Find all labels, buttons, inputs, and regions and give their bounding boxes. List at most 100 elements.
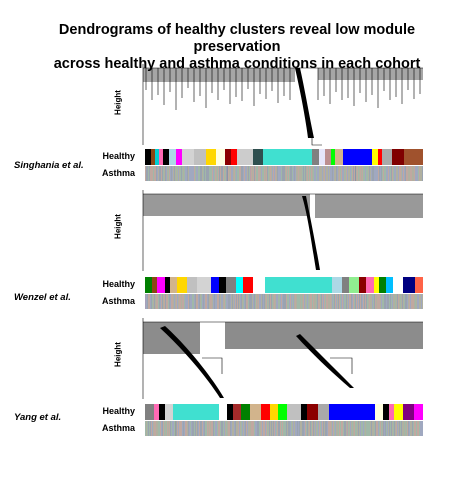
asthma-stripe (420, 166, 421, 181)
asthma-color-stripes (145, 421, 423, 436)
asthma-stripe (350, 421, 351, 436)
asthma-stripe (375, 166, 376, 181)
asthma-stripe (418, 166, 419, 181)
asthma-stripe (417, 421, 418, 436)
asthma-stripe (417, 294, 418, 309)
asthma-stripe (197, 166, 198, 181)
asthma-stripe (200, 294, 201, 309)
asthma-stripe (185, 166, 186, 181)
asthma-stripe (221, 166, 222, 181)
asthma-stripe (294, 166, 295, 181)
asthma-stripe (182, 421, 183, 436)
asthma-stripe (346, 294, 347, 309)
module-color-segment (388, 404, 395, 420)
asthma-stripe (379, 294, 380, 309)
asthma-stripe (320, 294, 321, 309)
asthma-stripe (339, 294, 340, 309)
asthma-stripe (165, 294, 166, 309)
asthma-stripe (152, 421, 153, 436)
module-color-segment (403, 277, 416, 293)
asthma-stripe (376, 166, 377, 181)
asthma-stripe (174, 421, 175, 436)
asthma-stripe (353, 421, 354, 436)
asthma-stripe (251, 166, 252, 181)
asthma-stripe (285, 294, 286, 309)
asthma-stripe (355, 421, 356, 436)
asthma-stripe (344, 294, 345, 309)
asthma-stripe (159, 294, 160, 309)
asthma-stripe (254, 294, 255, 309)
asthma-stripe (209, 294, 210, 309)
asthma-stripe (416, 166, 417, 181)
asthma-stripe (393, 166, 394, 181)
asthma-label: Asthma (101, 168, 135, 178)
asthma-stripe (258, 421, 259, 436)
asthma-stripe (324, 294, 325, 309)
asthma-label: Asthma (101, 423, 135, 433)
asthma-stripe (345, 421, 346, 436)
asthma-stripe (181, 166, 182, 181)
asthma-stripe (235, 421, 236, 436)
asthma-stripe (291, 294, 292, 309)
asthma-bar-wenzel (145, 294, 423, 309)
asthma-stripe (414, 166, 415, 181)
asthma-stripe (217, 421, 218, 436)
asthma-stripe (282, 421, 283, 436)
module-color-segment (206, 149, 217, 165)
asthma-stripe (269, 166, 270, 181)
module-color-segment (414, 404, 423, 420)
module-color-segment (145, 149, 152, 165)
asthma-stripe (366, 294, 367, 309)
module-color-segment (278, 404, 287, 420)
asthma-stripe (159, 421, 160, 436)
asthma-stripe (277, 166, 278, 181)
asthma-stripe (277, 421, 278, 436)
asthma-stripe (301, 166, 302, 181)
asthma-stripe (384, 166, 385, 181)
asthma-stripe (224, 166, 225, 181)
asthma-stripe (222, 294, 223, 309)
asthma-stripe (313, 294, 314, 309)
asthma-stripe (155, 294, 156, 309)
y-axis-label: Height (113, 214, 123, 239)
asthma-stripe (302, 421, 303, 436)
asthma-stripe (271, 294, 272, 309)
asthma-stripe (395, 421, 396, 436)
asthma-stripe (408, 294, 409, 309)
asthma-stripe (251, 421, 252, 436)
module-color-segment (317, 404, 330, 420)
asthma-stripe (360, 294, 361, 309)
asthma-stripe (151, 421, 152, 436)
asthma-stripe (252, 294, 253, 309)
asthma-stripe (262, 421, 263, 436)
asthma-label: Asthma (101, 296, 135, 306)
asthma-stripe (386, 421, 387, 436)
asthma-stripe (354, 421, 355, 436)
asthma-stripe (265, 421, 266, 436)
module-color-segment (330, 149, 335, 165)
asthma-stripe (195, 166, 196, 181)
asthma-stripe (172, 421, 173, 436)
asthma-stripe (149, 421, 150, 436)
asthma-stripe (347, 294, 348, 309)
asthma-stripe (238, 166, 239, 181)
asthma-stripe (405, 166, 406, 181)
asthma-stripe (303, 421, 304, 436)
asthma-stripe (187, 166, 188, 181)
asthma-stripe (268, 421, 269, 436)
asthma-stripe (184, 421, 185, 436)
asthma-stripe (273, 421, 274, 436)
asthma-stripe (338, 166, 339, 181)
asthma-stripe (216, 166, 217, 181)
asthma-stripe (165, 421, 166, 436)
asthma-stripe (186, 166, 187, 181)
asthma-stripe (411, 421, 412, 436)
asthma-stripe (234, 294, 235, 309)
module-color-segment (152, 277, 158, 293)
asthma-stripe (262, 294, 263, 309)
asthma-stripe (203, 166, 204, 181)
asthma-stripe (375, 294, 376, 309)
asthma-stripe (357, 166, 358, 181)
asthma-stripe (207, 421, 208, 436)
asthma-stripe (188, 166, 189, 181)
